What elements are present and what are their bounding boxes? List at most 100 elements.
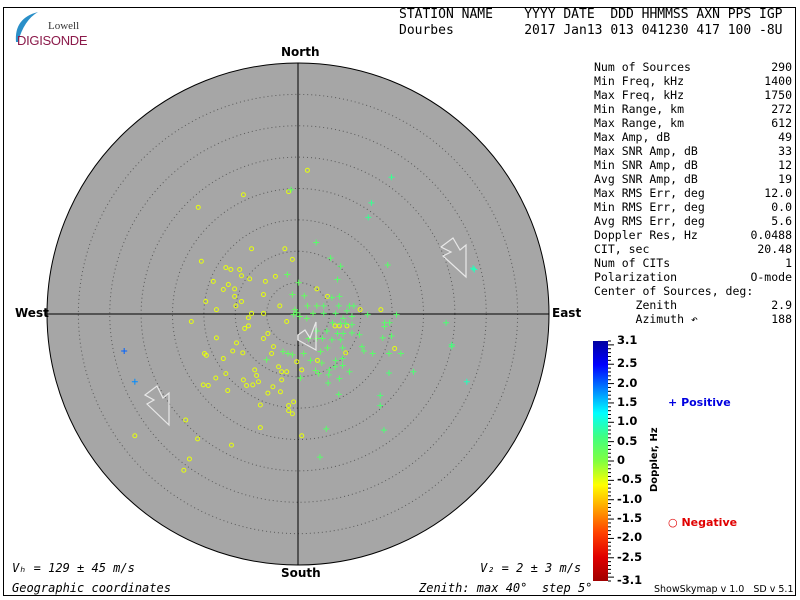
positive-source-point (356, 331, 363, 338)
positive-source-point (388, 174, 395, 181)
negative-source-point (249, 246, 255, 252)
negative-source-point (262, 278, 268, 284)
stat-row: Min RMS Err, deg 0.0 (594, 200, 792, 214)
positive-source-point (327, 255, 334, 262)
stat-label: Min SNR Amp, dB (594, 158, 698, 172)
stat-row: CIT, sec 20.48 (594, 242, 792, 256)
positive-source-point (297, 375, 304, 382)
negative-source-point (286, 403, 292, 409)
stat-row: Max RMS Err, deg 12.0 (594, 186, 792, 200)
negative-source-point (220, 287, 226, 293)
source-points (121, 167, 478, 473)
negative-source-point (233, 303, 239, 309)
stat-label: Min Range, km (594, 102, 685, 116)
positive-source-point (328, 336, 335, 343)
colorbar-tick-label: 1.5 (617, 394, 638, 409)
negative-source-point (220, 356, 226, 362)
negative-source-point (257, 425, 263, 431)
negative-source-point (324, 293, 330, 299)
negative-source-point (240, 192, 246, 198)
negative-source-point (271, 344, 277, 350)
legend-negative: ○ Negative (668, 516, 737, 529)
stat-label: Num of CITs (594, 256, 671, 270)
negative-source-point (223, 371, 229, 377)
logo-swoosh-icon (15, 12, 38, 42)
mean-drift-arrow-icon (297, 321, 317, 352)
positive-source-point (334, 330, 341, 337)
stat-label: Min RMS Err, deg (594, 200, 705, 214)
positive-source-point (289, 291, 296, 298)
negative-source-point (249, 310, 255, 316)
stat-label: Max SNR Amp, dB (594, 144, 698, 158)
negative-source-point (181, 467, 187, 473)
stat-label: Max Freq, kHz (594, 88, 685, 102)
positive-source-point (335, 302, 342, 309)
negative-source-point (299, 367, 305, 373)
positive-source-point (335, 391, 342, 398)
colorbar (593, 341, 608, 581)
stat-label: Polarization (594, 270, 678, 284)
negative-source-point (284, 319, 290, 325)
positive-source-point (313, 335, 320, 342)
positive-source-point (393, 311, 400, 318)
negative-source-point (230, 348, 236, 354)
positive-source-point (339, 362, 346, 369)
logo-digisonde: DIGISONDE (17, 33, 88, 48)
stat-label: Azimuth ↶ (594, 312, 698, 326)
negative-source-point (294, 359, 300, 365)
stat-value: 2.9 (771, 298, 792, 312)
colorbar-title: Doppler, Hz (649, 427, 660, 492)
stat-label: Min Freq, kHz (594, 74, 685, 88)
positive-source-point (384, 262, 391, 269)
colorbar-tick-label: -1.0 (617, 491, 643, 506)
drift-arrow-icon (439, 237, 467, 279)
negative-source-point (314, 357, 320, 363)
negative-source-point (277, 303, 283, 309)
stat-label: Max Amp, dB (594, 130, 671, 144)
negative-source-point (265, 330, 271, 336)
negative-source-point (132, 433, 138, 439)
negative-source-point (279, 369, 285, 375)
positive-source-point (348, 321, 355, 328)
negative-source-point (289, 411, 295, 417)
positive-source-point (340, 330, 347, 337)
stat-value: 188 (771, 312, 792, 326)
positive-source-point (364, 311, 371, 318)
negative-source-point (260, 310, 266, 316)
positive-source-point (365, 214, 372, 221)
positive-source-point (340, 315, 347, 322)
negative-source-point (276, 364, 282, 370)
positive-source-point (448, 341, 455, 348)
colorbar-tick-label: 2.5 (617, 356, 638, 371)
stat-value: 612 (771, 116, 792, 130)
negative-source-point (242, 325, 248, 331)
positive-source-point (336, 375, 343, 382)
negative-source-point (225, 388, 231, 394)
header-labels: STATION NAME YYYY DATE DDD HHMMSS AXN PP… (399, 7, 783, 22)
colorbar-tick-label: -2.5 (617, 549, 643, 564)
negative-source-point (240, 350, 246, 356)
positive-source-point (463, 378, 470, 385)
positive-source-point (310, 310, 317, 317)
positive-source-point (279, 348, 286, 355)
positive-source-point (284, 350, 291, 357)
positive-source-point (288, 186, 295, 193)
stat-value: 5.6 (771, 214, 792, 228)
negative-source-point (205, 383, 211, 389)
positive-source-point (350, 302, 357, 309)
positive-source-point (385, 350, 392, 357)
positive-source-point (329, 319, 336, 326)
negative-source-point (213, 375, 219, 381)
statistics-panel: Num of Sources 290 Min Freq, kHz 1400 Max Fr… (594, 60, 792, 326)
negative-source-point (284, 369, 290, 375)
positive-source-point (319, 335, 326, 342)
negative-source-point (195, 204, 201, 210)
negative-source-point (254, 372, 260, 378)
negative-source-point (270, 384, 276, 390)
stat-value: 20.48 (757, 242, 792, 256)
positive-source-point (471, 266, 478, 273)
plus-icon: + (668, 396, 678, 409)
positive-source-point (379, 334, 386, 341)
negative-source-point (228, 266, 234, 272)
negative-source-point (223, 265, 229, 271)
